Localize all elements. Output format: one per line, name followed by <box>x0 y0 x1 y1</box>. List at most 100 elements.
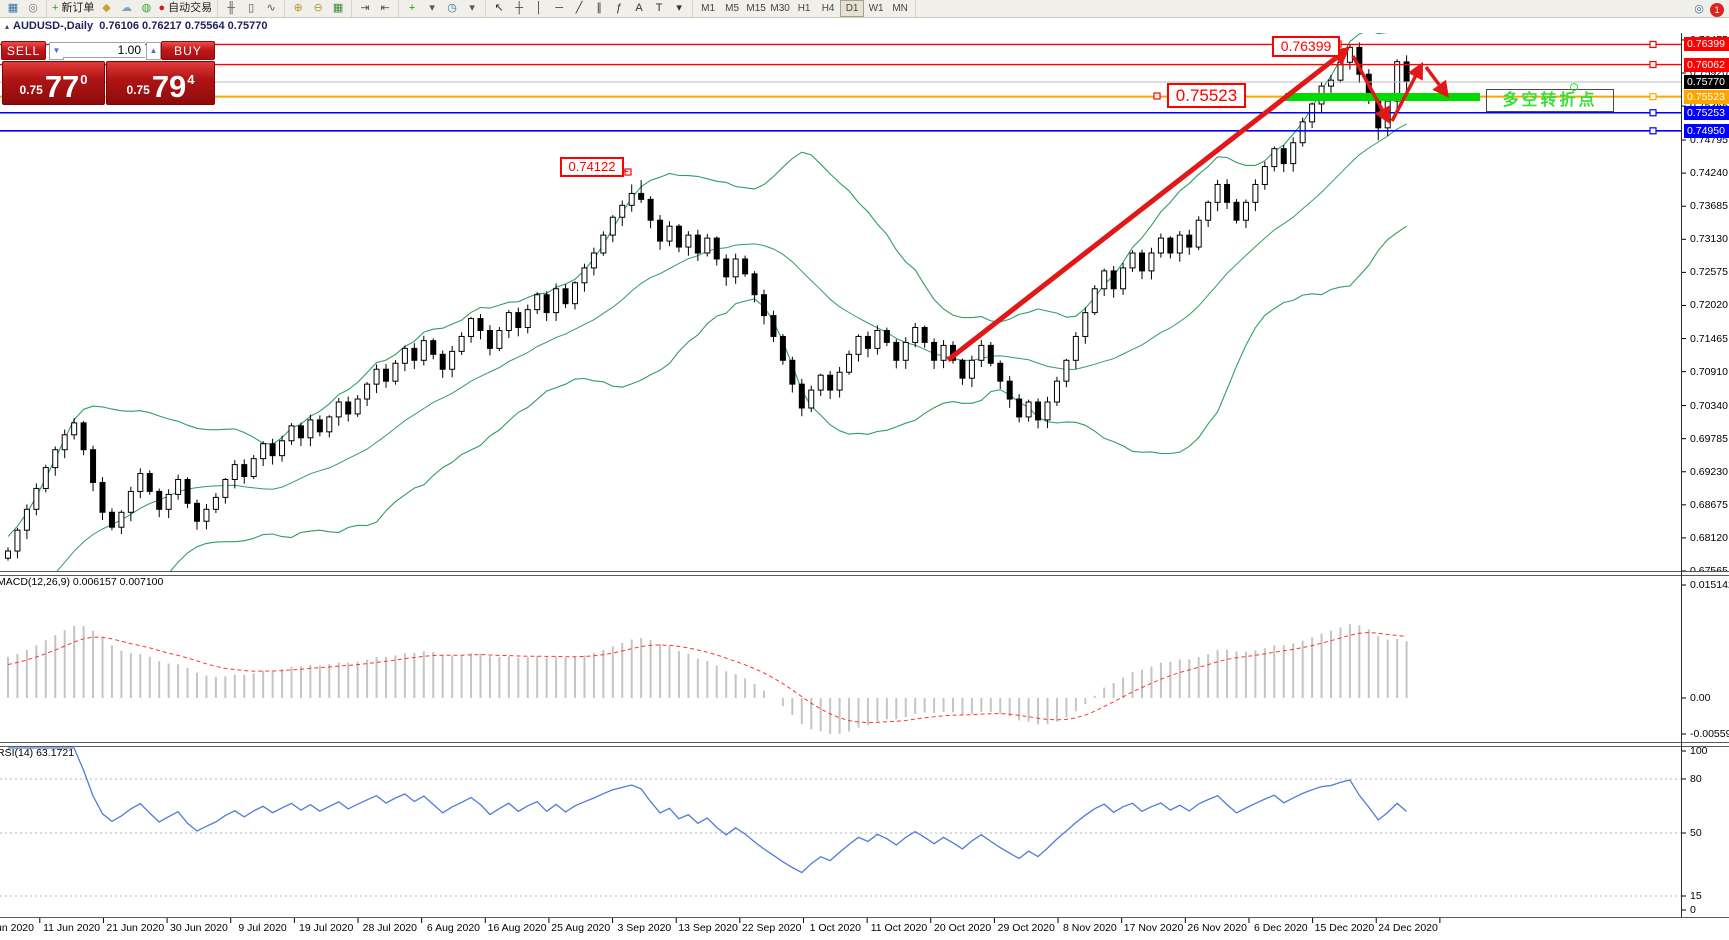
price-tick-label: 0.69230 <box>1690 465 1728 478</box>
text-icon[interactable]: A <box>630 0 648 17</box>
symbol-period-label: AUDUSD-,Daily <box>13 20 94 32</box>
periods-icon[interactable]: ◷ <box>443 0 461 17</box>
turning-point-note[interactable]: 多空转折点 <box>1486 89 1614 112</box>
zoom-in-icon[interactable]: ⊕ <box>289 0 307 17</box>
price-tick-label: 0.72575 <box>1690 266 1728 279</box>
date-label: 1 Jun 2020 <box>0 922 34 934</box>
timeframe-mn[interactable]: MN <box>892 3 908 14</box>
text-label-icon[interactable]: T <box>650 0 668 17</box>
autotrading-button[interactable]: ● 自动交易 <box>157 0 213 17</box>
date-label: 11 Jun 2020 <box>43 922 101 934</box>
collapse-panel-icon[interactable]: ▴ <box>5 22 10 31</box>
new-chart-icon: ▦ <box>7 2 19 14</box>
high-price-label[interactable]: 0.76399 <box>1272 36 1340 57</box>
timeframe-m1[interactable]: M1 <box>701 3 716 14</box>
rsi-pane-separator[interactable] <box>0 742 1729 747</box>
auto-scroll-icon[interactable]: ⇥ <box>356 0 374 17</box>
fibonacci-icon[interactable]: ƒ <box>610 0 628 17</box>
timeframe-group: M1 M5 M15 M30 H1 H4 D1 W1 MN <box>693 0 917 17</box>
text-label-icon: T <box>655 2 663 14</box>
timeframe-m5[interactable]: M5 <box>725 3 740 14</box>
price-tag-074950: 0.74950 <box>1684 123 1729 138</box>
new-order-button-label: 新订单 <box>61 2 95 14</box>
price-tag-075770: 0.75770 <box>1684 74 1729 89</box>
new-chart-icon[interactable]: ▦ <box>4 0 22 17</box>
eraser-icon[interactable]: ◆ <box>97 0 115 17</box>
sell-price-panel[interactable]: 0.75 77 0 <box>2 61 105 105</box>
volume-input[interactable] <box>63 42 145 58</box>
signals-icon[interactable]: ◍ <box>137 0 155 17</box>
timeframe-m15[interactable]: M15 <box>746 3 766 14</box>
channel-icon[interactable]: ∥ <box>590 0 608 17</box>
search-icon[interactable]: ◎ <box>1694 3 1704 15</box>
vertical-line-icon[interactable]: │ <box>530 0 548 17</box>
trade-group: + 新订单 ◆ ☁ ◍ ● 自动交易 <box>47 0 219 17</box>
quote-bar: ▴ AUDUSD-,Daily 0.76106 0.76217 0.75564 0… <box>5 20 267 32</box>
horizontal-line-icon[interactable]: ─ <box>550 0 568 17</box>
shapes-caret-icon[interactable]: ▾ <box>670 0 688 17</box>
buy-price-panel[interactable]: 0.75 79 4 <box>106 61 215 105</box>
indicator-group: + ▾ ◷ ▾ <box>399 0 487 17</box>
price-tick-label: 0.74240 <box>1690 167 1728 180</box>
timeframe-d1[interactable]: D1 <box>840 0 865 17</box>
notification-badge[interactable]: 1 <box>1710 2 1724 17</box>
window-group: ▦ ◎ <box>0 0 47 17</box>
templates-caret-icon[interactable]: ▾ <box>463 0 481 17</box>
chart-type-group: ╫ ▯ ∿ <box>218 0 286 17</box>
indicators-icon[interactable]: + <box>403 0 421 17</box>
signals-icon: ◍ <box>141 2 152 14</box>
september-peak-label[interactable]: 0.74122 <box>560 157 624 177</box>
line-chart-icon[interactable]: ∿ <box>262 0 280 17</box>
sell-button[interactable]: SELL <box>1 41 46 60</box>
date-label: 19 Jul 2020 <box>299 922 354 934</box>
indicator-tick-label: 100 <box>1690 745 1708 757</box>
candlestick-chart-icon[interactable]: ▯ <box>242 0 260 17</box>
crosshair-icon[interactable]: ┼ <box>510 0 528 17</box>
expert-advisor-icon: ☁ <box>120 2 132 14</box>
cursor-icon[interactable]: ↖ <box>490 0 508 17</box>
sell-price-prefix: 0.75 <box>19 83 43 97</box>
date-label: 22 Sep 2020 <box>741 922 802 934</box>
date-label: 20 Oct 2020 <box>933 922 992 934</box>
timeframe-w1[interactable]: W1 <box>868 3 884 14</box>
bar-chart-icon[interactable]: ╫ <box>222 0 240 17</box>
timeframe-h4[interactable]: H4 <box>821 3 835 14</box>
macd-pane-separator[interactable] <box>0 571 1729 576</box>
price-tick-label: 0.70910 <box>1690 365 1728 378</box>
timeframe-m30[interactable]: M30 <box>770 3 790 14</box>
chart-shift-icon[interactable]: ⇤ <box>376 0 394 17</box>
buy-price-sup: 4 <box>187 72 195 87</box>
indicators-caret-icon: ▾ <box>429 2 435 14</box>
price-tick-label: 0.69785 <box>1690 432 1728 445</box>
support-price-label[interactable]: 0.75523 <box>1167 83 1246 108</box>
date-label: 30 Jun 2020 <box>170 922 228 934</box>
expert-advisor-icon[interactable]: ☁ <box>117 0 135 17</box>
timeframe-h1[interactable]: H1 <box>797 3 811 14</box>
zoom-window-icon: ◎ <box>28 2 38 14</box>
zoom-out-icon[interactable]: ⊖ <box>309 0 327 17</box>
tile-windows-icon[interactable]: ▦ <box>329 0 347 17</box>
indicators-caret-icon[interactable]: ▾ <box>423 0 441 17</box>
ohlc-readout: 0.76106 0.76217 0.75564 0.75770 <box>99 20 268 32</box>
buy-button[interactable]: BUY <box>161 41 215 60</box>
tools-group: ↖ ┼ │ ─ ╱ ∥ ƒ A T ▾ <box>486 0 694 17</box>
date-label: 13 Sep 2020 <box>678 922 738 934</box>
scroll-group: ⇥ ⇤ <box>352 0 400 17</box>
zoom-window-icon[interactable]: ◎ <box>24 0 42 17</box>
trendline-icon[interactable]: ╱ <box>570 0 588 17</box>
zoom-out-icon: ⊖ <box>313 2 323 14</box>
volume-decrease-button[interactable]: ▼ <box>49 42 64 60</box>
buy-price-prefix: 0.75 <box>126 83 150 97</box>
eraser-icon: ◆ <box>102 2 111 14</box>
date-label: 26 Nov 2020 <box>1187 922 1247 934</box>
volume-increase-button[interactable]: ▲ <box>146 42 161 60</box>
date-label: 6 Dec 2020 <box>1253 922 1308 934</box>
date-label: 24 Dec 2020 <box>1378 922 1438 934</box>
date-label: 3 Sep 2020 <box>617 922 672 934</box>
new-order-button[interactable]: + 新订单 <box>51 0 95 17</box>
price-axis-line[interactable] <box>1681 33 1682 917</box>
price-tick-label: 0.73685 <box>1690 200 1728 213</box>
date-label: 8 Nov 2020 <box>1063 922 1117 934</box>
date-label: 17 Nov 2020 <box>1123 922 1184 934</box>
